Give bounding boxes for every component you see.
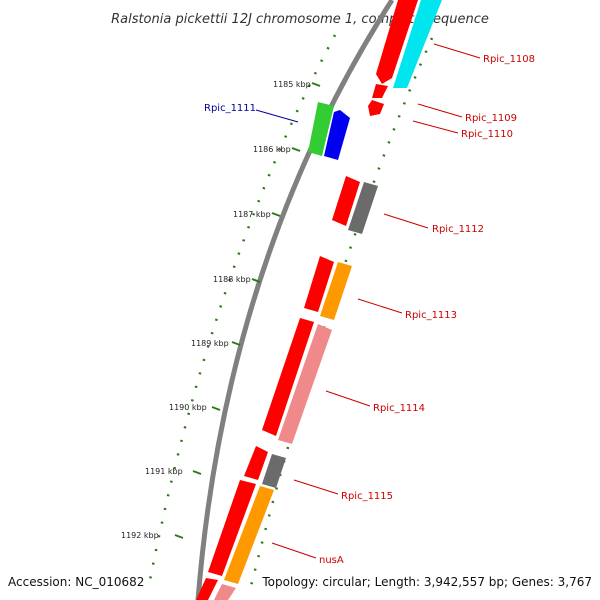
label-leaders [255,43,481,559]
gene-rpic-1108-red[interactable] [376,0,418,84]
tick-label: 1185 kbp [273,80,311,89]
tick-label: 1186 kbp [253,145,291,154]
gene-nusa-orange[interactable] [224,486,274,584]
tick-label: 1190 kbp [169,403,207,412]
tick-mark [231,341,241,346]
gene-label-rpic-1114[interactable]: Rpic_1114 [373,403,425,414]
leader-nusa [271,542,317,559]
gene-bottom-red[interactable] [196,578,218,600]
tick-label: 1188 kbp [213,275,251,284]
tick-marks [174,82,321,539]
leader-rpic-1109 [417,103,463,118]
gene-rpic-1111-blue[interactable] [324,110,350,160]
gene-rpic-1113-red[interactable] [304,256,334,312]
leader-rpic-1108 [433,43,481,59]
gene-label-rpic-1112[interactable]: Rpic_1112 [432,224,484,235]
gene-nusa-red[interactable] [208,480,256,576]
gene-rpic-1109[interactable] [372,84,388,98]
gene-label-rpic-1115[interactable]: Rpic_1115 [341,491,393,502]
gene-bottom-salmon[interactable] [214,584,236,600]
tick-label: 1192 kbp [121,531,159,540]
gene-rpic-1112-red[interactable] [332,176,360,226]
gene-label-rpic-1110[interactable]: Rpic_1110 [461,129,513,140]
gene-rpic-1110[interactable] [368,100,384,116]
gene-cyan[interactable] [393,0,442,88]
summary-text: Topology: circular; Length: 3,942,557 bp… [261,575,592,589]
gene-rpic-1114-red[interactable] [262,318,314,436]
leader-rpic-1115 [293,479,339,495]
gene-label-rpic-1109[interactable]: Rpic_1109 [465,113,517,124]
tick-label: 1187 kbp [233,210,271,219]
leader-rpic-1111 [255,109,299,123]
leader-rpic-1113 [357,298,403,314]
gene-rpic-1114-salmon[interactable] [278,324,332,444]
inner-dotted-track [248,37,434,591]
tick-mark [271,212,281,217]
gene-labels: Rpic_1108 Rpic_1109 Rpic_1110 Rpic_1111 … [204,54,535,566]
gene-label-nusa[interactable]: nusA [319,555,344,566]
gene-label-rpic-1111[interactable]: Rpic_1111 [204,103,256,114]
leader-rpic-1114 [325,390,371,407]
gene-rpic-1115-gray[interactable] [262,454,286,488]
tick-mark [192,470,202,475]
tick-mark [174,534,184,539]
tick-mark [251,278,261,283]
gene-label-rpic-1108[interactable]: Rpic_1108 [483,54,535,65]
leader-rpic-1112 [383,213,429,229]
accession-text: Accession: NC_010682 [8,575,144,589]
leader-rpic-1110 [412,120,459,134]
gene-label-rpic-1113[interactable]: Rpic_1113 [405,310,457,321]
gene-rpic-1111-green[interactable] [308,102,334,156]
tick-mark [291,147,301,152]
tick-mark [211,406,221,411]
tick-mark [311,82,321,87]
tick-label: 1191 kbp [145,467,183,476]
tick-label: 1189 kbp [191,339,229,348]
gene-rpic-1115-red[interactable] [244,446,268,480]
gene-rpic-1112-gray[interactable] [348,182,378,234]
backbone-circle [195,0,395,600]
gene-rpic-1113-orange[interactable] [320,262,352,320]
gene-features [196,0,442,600]
tick-labels: 1185 kbp 1186 kbp 1187 kbp 1188 kbp 1189… [121,80,311,540]
